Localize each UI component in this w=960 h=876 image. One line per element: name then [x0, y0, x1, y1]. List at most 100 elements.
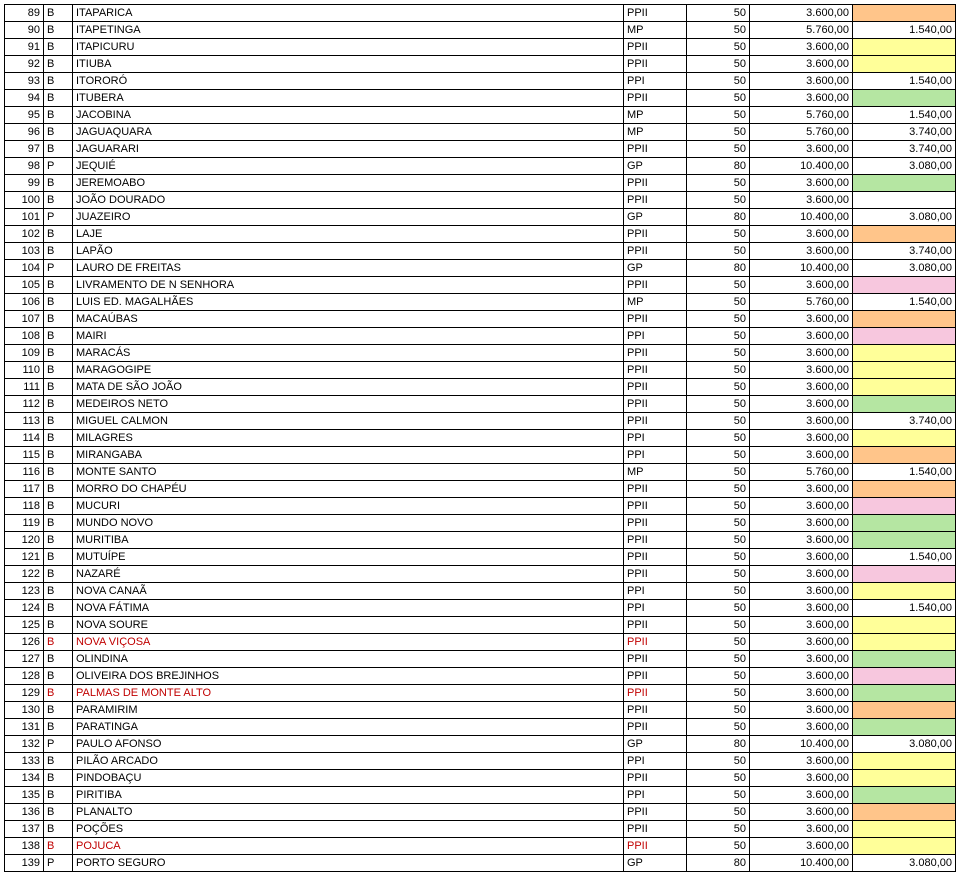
row-value-1: 3.600,00	[750, 651, 853, 668]
row-name: LAURO DE FREITAS	[73, 260, 624, 277]
table-row: 120BMURITIBAPPII503.600,00	[5, 532, 956, 549]
table-row: 135BPIRITIBAPPI503.600,00	[5, 787, 956, 804]
table-row: 92BITIUBAPPII503.600,00	[5, 56, 956, 73]
row-number: 132	[5, 736, 44, 753]
row-flag: B	[44, 379, 73, 396]
row-qty: 50	[687, 5, 750, 22]
row-value-1: 3.600,00	[750, 226, 853, 243]
row-qty: 50	[687, 498, 750, 515]
row-value-2: 1.540,00	[853, 73, 956, 90]
row-value-2	[853, 719, 956, 736]
row-type: PPII	[624, 226, 687, 243]
row-name: MIGUEL CALMON	[73, 413, 624, 430]
table-row: 132PPAULO AFONSOGP8010.400,003.080,00	[5, 736, 956, 753]
row-value-1: 3.600,00	[750, 5, 853, 22]
row-number: 90	[5, 22, 44, 39]
table-row: 115BMIRANGABAPPI503.600,00	[5, 447, 956, 464]
row-value-2	[853, 5, 956, 22]
row-flag: B	[44, 39, 73, 56]
row-flag: P	[44, 736, 73, 753]
row-qty: 50	[687, 22, 750, 39]
row-name: PORTO SEGURO	[73, 855, 624, 872]
row-value-1: 3.600,00	[750, 787, 853, 804]
row-value-1: 3.600,00	[750, 73, 853, 90]
row-value-2	[853, 175, 956, 192]
table-row: 103BLAPÃOPPII503.600,003.740,00	[5, 243, 956, 260]
table-row: 113BMIGUEL CALMONPPII503.600,003.740,00	[5, 413, 956, 430]
row-flag: B	[44, 328, 73, 345]
row-flag: B	[44, 583, 73, 600]
row-value-1: 3.600,00	[750, 430, 853, 447]
table-row: 122BNAZARÉPPII503.600,00	[5, 566, 956, 583]
table-row: 97BJAGUARARIPPII503.600,003.740,00	[5, 141, 956, 158]
row-name: ITIUBA	[73, 56, 624, 73]
row-qty: 50	[687, 702, 750, 719]
table-row: 121BMUTUÍPEPPII503.600,001.540,00	[5, 549, 956, 566]
row-name: MILAGRES	[73, 430, 624, 447]
row-name: MUCURI	[73, 498, 624, 515]
row-number: 118	[5, 498, 44, 515]
row-type: PPII	[624, 362, 687, 379]
row-type: MP	[624, 22, 687, 39]
row-number: 117	[5, 481, 44, 498]
row-qty: 50	[687, 39, 750, 56]
row-qty: 50	[687, 192, 750, 209]
row-value-1: 3.600,00	[750, 141, 853, 158]
row-flag: B	[44, 430, 73, 447]
row-number: 129	[5, 685, 44, 702]
row-type: PPI	[624, 430, 687, 447]
row-name: LAJE	[73, 226, 624, 243]
row-value-1: 3.600,00	[750, 770, 853, 787]
row-number: 121	[5, 549, 44, 566]
row-type: PPII	[624, 651, 687, 668]
row-name: MORRO DO CHAPÉU	[73, 481, 624, 498]
row-type: MP	[624, 107, 687, 124]
table-row: 131BPARATINGAPPII503.600,00	[5, 719, 956, 736]
row-number: 113	[5, 413, 44, 430]
row-number: 98	[5, 158, 44, 175]
table-row: 124BNOVA FÁTIMAPPI503.600,001.540,00	[5, 600, 956, 617]
row-flag: B	[44, 770, 73, 787]
row-type: PPII	[624, 379, 687, 396]
row-qty: 80	[687, 158, 750, 175]
row-type: PPII	[624, 90, 687, 107]
row-qty: 50	[687, 141, 750, 158]
row-number: 100	[5, 192, 44, 209]
row-type: PPII	[624, 175, 687, 192]
row-number: 99	[5, 175, 44, 192]
row-number: 136	[5, 804, 44, 821]
row-flag: B	[44, 345, 73, 362]
row-flag: B	[44, 107, 73, 124]
row-name: MONTE SANTO	[73, 464, 624, 481]
row-number: 104	[5, 260, 44, 277]
row-name: OLIVEIRA DOS BREJINHOS	[73, 668, 624, 685]
row-qty: 50	[687, 481, 750, 498]
row-flag: B	[44, 804, 73, 821]
table-row: 116BMONTE SANTOMP505.760,001.540,00	[5, 464, 956, 481]
table-row: 130BPARAMIRIMPPII503.600,00	[5, 702, 956, 719]
table-row: 95BJACOBINAMP505.760,001.540,00	[5, 107, 956, 124]
row-qty: 50	[687, 685, 750, 702]
row-flag: B	[44, 413, 73, 430]
table-row: 96BJAGUAQUARAMP505.760,003.740,00	[5, 124, 956, 141]
row-type: GP	[624, 260, 687, 277]
row-value-2: 3.080,00	[853, 736, 956, 753]
row-value-2	[853, 753, 956, 770]
row-qty: 50	[687, 56, 750, 73]
row-flag: B	[44, 515, 73, 532]
row-value-2	[853, 56, 956, 73]
row-flag: B	[44, 396, 73, 413]
row-name: PLANALTO	[73, 804, 624, 821]
row-value-2	[853, 770, 956, 787]
row-value-1: 3.600,00	[750, 668, 853, 685]
row-value-2: 3.740,00	[853, 141, 956, 158]
row-flag: B	[44, 821, 73, 838]
row-value-1: 3.600,00	[750, 634, 853, 651]
row-flag: B	[44, 311, 73, 328]
row-number: 103	[5, 243, 44, 260]
table-row: 123BNOVA CANAÃPPI503.600,00	[5, 583, 956, 600]
row-value-1: 10.400,00	[750, 736, 853, 753]
row-flag: B	[44, 600, 73, 617]
row-type: PPI	[624, 600, 687, 617]
row-number: 114	[5, 430, 44, 447]
